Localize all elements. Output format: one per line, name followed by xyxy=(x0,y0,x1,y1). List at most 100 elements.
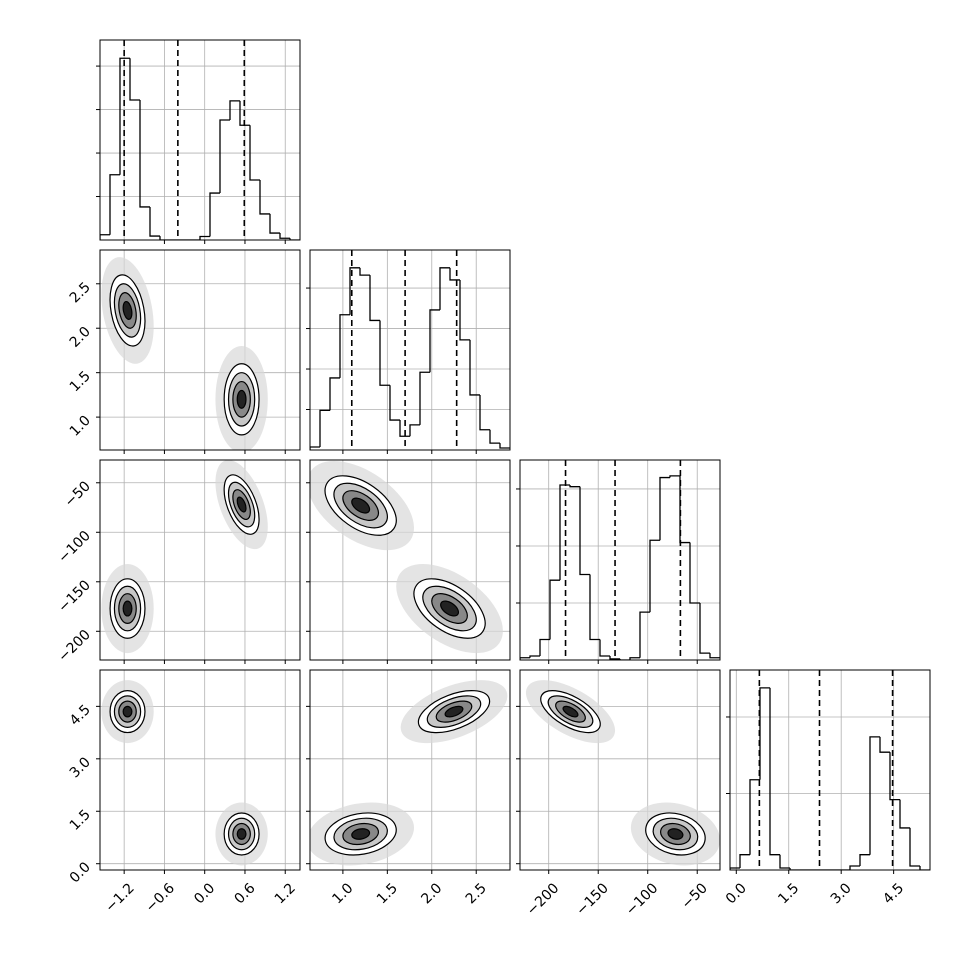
histogram-step xyxy=(379,320,390,386)
x-tick-label: −0.6 xyxy=(143,880,178,915)
histogram-step xyxy=(229,100,240,120)
histogram-step xyxy=(389,385,400,421)
histogram-step xyxy=(279,233,290,239)
panel xyxy=(310,460,510,660)
histogram-step xyxy=(109,174,120,235)
histogram-step xyxy=(520,657,530,660)
histogram-step xyxy=(239,100,250,126)
density-contour xyxy=(562,705,579,718)
histogram-step xyxy=(889,752,900,801)
x-tick-label: −50 xyxy=(679,880,711,912)
x-tick-label: 4.5 xyxy=(880,880,907,907)
histogram-step xyxy=(209,192,220,237)
panel xyxy=(100,40,300,240)
histogram-step xyxy=(709,653,720,659)
histogram-step xyxy=(119,57,130,175)
x-tick-label: 1.5 xyxy=(374,880,401,907)
histogram-step xyxy=(339,314,350,378)
panel-frame xyxy=(309,669,511,871)
histogram-step xyxy=(409,424,420,437)
y-tick-label: −50 xyxy=(62,478,94,510)
histogram-step xyxy=(419,371,430,425)
x-tick-label: 0.0 xyxy=(723,880,750,907)
density-contour xyxy=(122,705,133,718)
histogram-step xyxy=(899,799,910,829)
panel xyxy=(310,250,510,450)
density-contour xyxy=(236,389,247,409)
histogram-step xyxy=(599,639,610,657)
histogram-step xyxy=(730,867,740,870)
histogram-step xyxy=(429,309,440,373)
histogram-step xyxy=(359,267,370,276)
panel-frame xyxy=(99,459,301,661)
histogram-step xyxy=(859,854,870,867)
x-tick-label: 1.5 xyxy=(775,880,802,907)
histogram-step xyxy=(659,476,670,541)
density-contour xyxy=(351,828,371,840)
histogram-step xyxy=(259,180,270,215)
y-tick-label: 1.5 xyxy=(67,807,94,834)
histogram-step xyxy=(529,655,540,658)
y-tick-label: 1.0 xyxy=(67,413,94,440)
panel xyxy=(100,670,300,870)
histogram-step xyxy=(589,574,600,641)
histogram-step xyxy=(100,234,110,240)
histogram-step xyxy=(479,394,490,431)
histogram-step xyxy=(619,658,630,660)
histogram-step xyxy=(269,213,280,234)
histogram-step xyxy=(609,656,620,660)
histogram-step xyxy=(329,377,340,411)
histogram-step xyxy=(779,854,790,869)
histogram-step xyxy=(399,420,410,437)
y-tick-label: 3.0 xyxy=(67,754,94,781)
y-tick-label: −150 xyxy=(55,577,94,616)
x-tick-label: −150 xyxy=(573,880,612,919)
panel-frame xyxy=(309,459,511,661)
histogram-step xyxy=(739,854,750,869)
x-tick-label: 3.0 xyxy=(828,880,855,907)
histogram-step xyxy=(579,486,590,576)
histogram-step xyxy=(749,779,760,855)
histogram-step xyxy=(149,206,160,237)
histogram-step xyxy=(909,827,920,867)
histogram-step xyxy=(569,484,580,488)
x-tick-label: 2.0 xyxy=(418,880,445,907)
y-tick-label: 0.0 xyxy=(67,859,94,886)
panel-frame xyxy=(99,669,301,871)
histogram-step xyxy=(439,267,450,310)
histogram-step xyxy=(919,866,930,870)
y-tick-label: −100 xyxy=(55,528,94,567)
histogram-step xyxy=(869,736,880,855)
y-tick-label: 4.5 xyxy=(67,702,94,729)
panel xyxy=(310,670,510,870)
y-tick-label: 1.5 xyxy=(67,368,94,395)
density-contour xyxy=(440,600,460,617)
histogram-step xyxy=(559,484,570,581)
histogram-step xyxy=(689,542,700,604)
histogram-step xyxy=(879,736,890,753)
x-tick-label: 1.2 xyxy=(272,880,299,907)
histogram-step xyxy=(539,638,550,657)
histogram-step xyxy=(310,446,320,450)
density-contour xyxy=(122,300,133,320)
panel xyxy=(100,460,300,660)
histogram-step xyxy=(159,236,170,240)
histogram-step xyxy=(769,687,780,856)
panel xyxy=(730,670,930,870)
histogram-step xyxy=(249,125,260,181)
panel-frame xyxy=(729,669,931,871)
histogram-step xyxy=(469,339,480,396)
panel xyxy=(100,250,300,450)
x-tick-label: −1.2 xyxy=(102,880,137,915)
histogram-step xyxy=(219,119,230,194)
panel xyxy=(520,460,720,660)
density-contour xyxy=(444,705,464,718)
histogram-step xyxy=(549,579,560,640)
density-contour xyxy=(236,828,247,840)
x-tick-label: −100 xyxy=(623,880,662,919)
histogram-step xyxy=(129,58,140,101)
histogram-step xyxy=(289,238,300,240)
panel-frame xyxy=(99,249,301,451)
x-tick-label: 0.6 xyxy=(232,880,259,907)
